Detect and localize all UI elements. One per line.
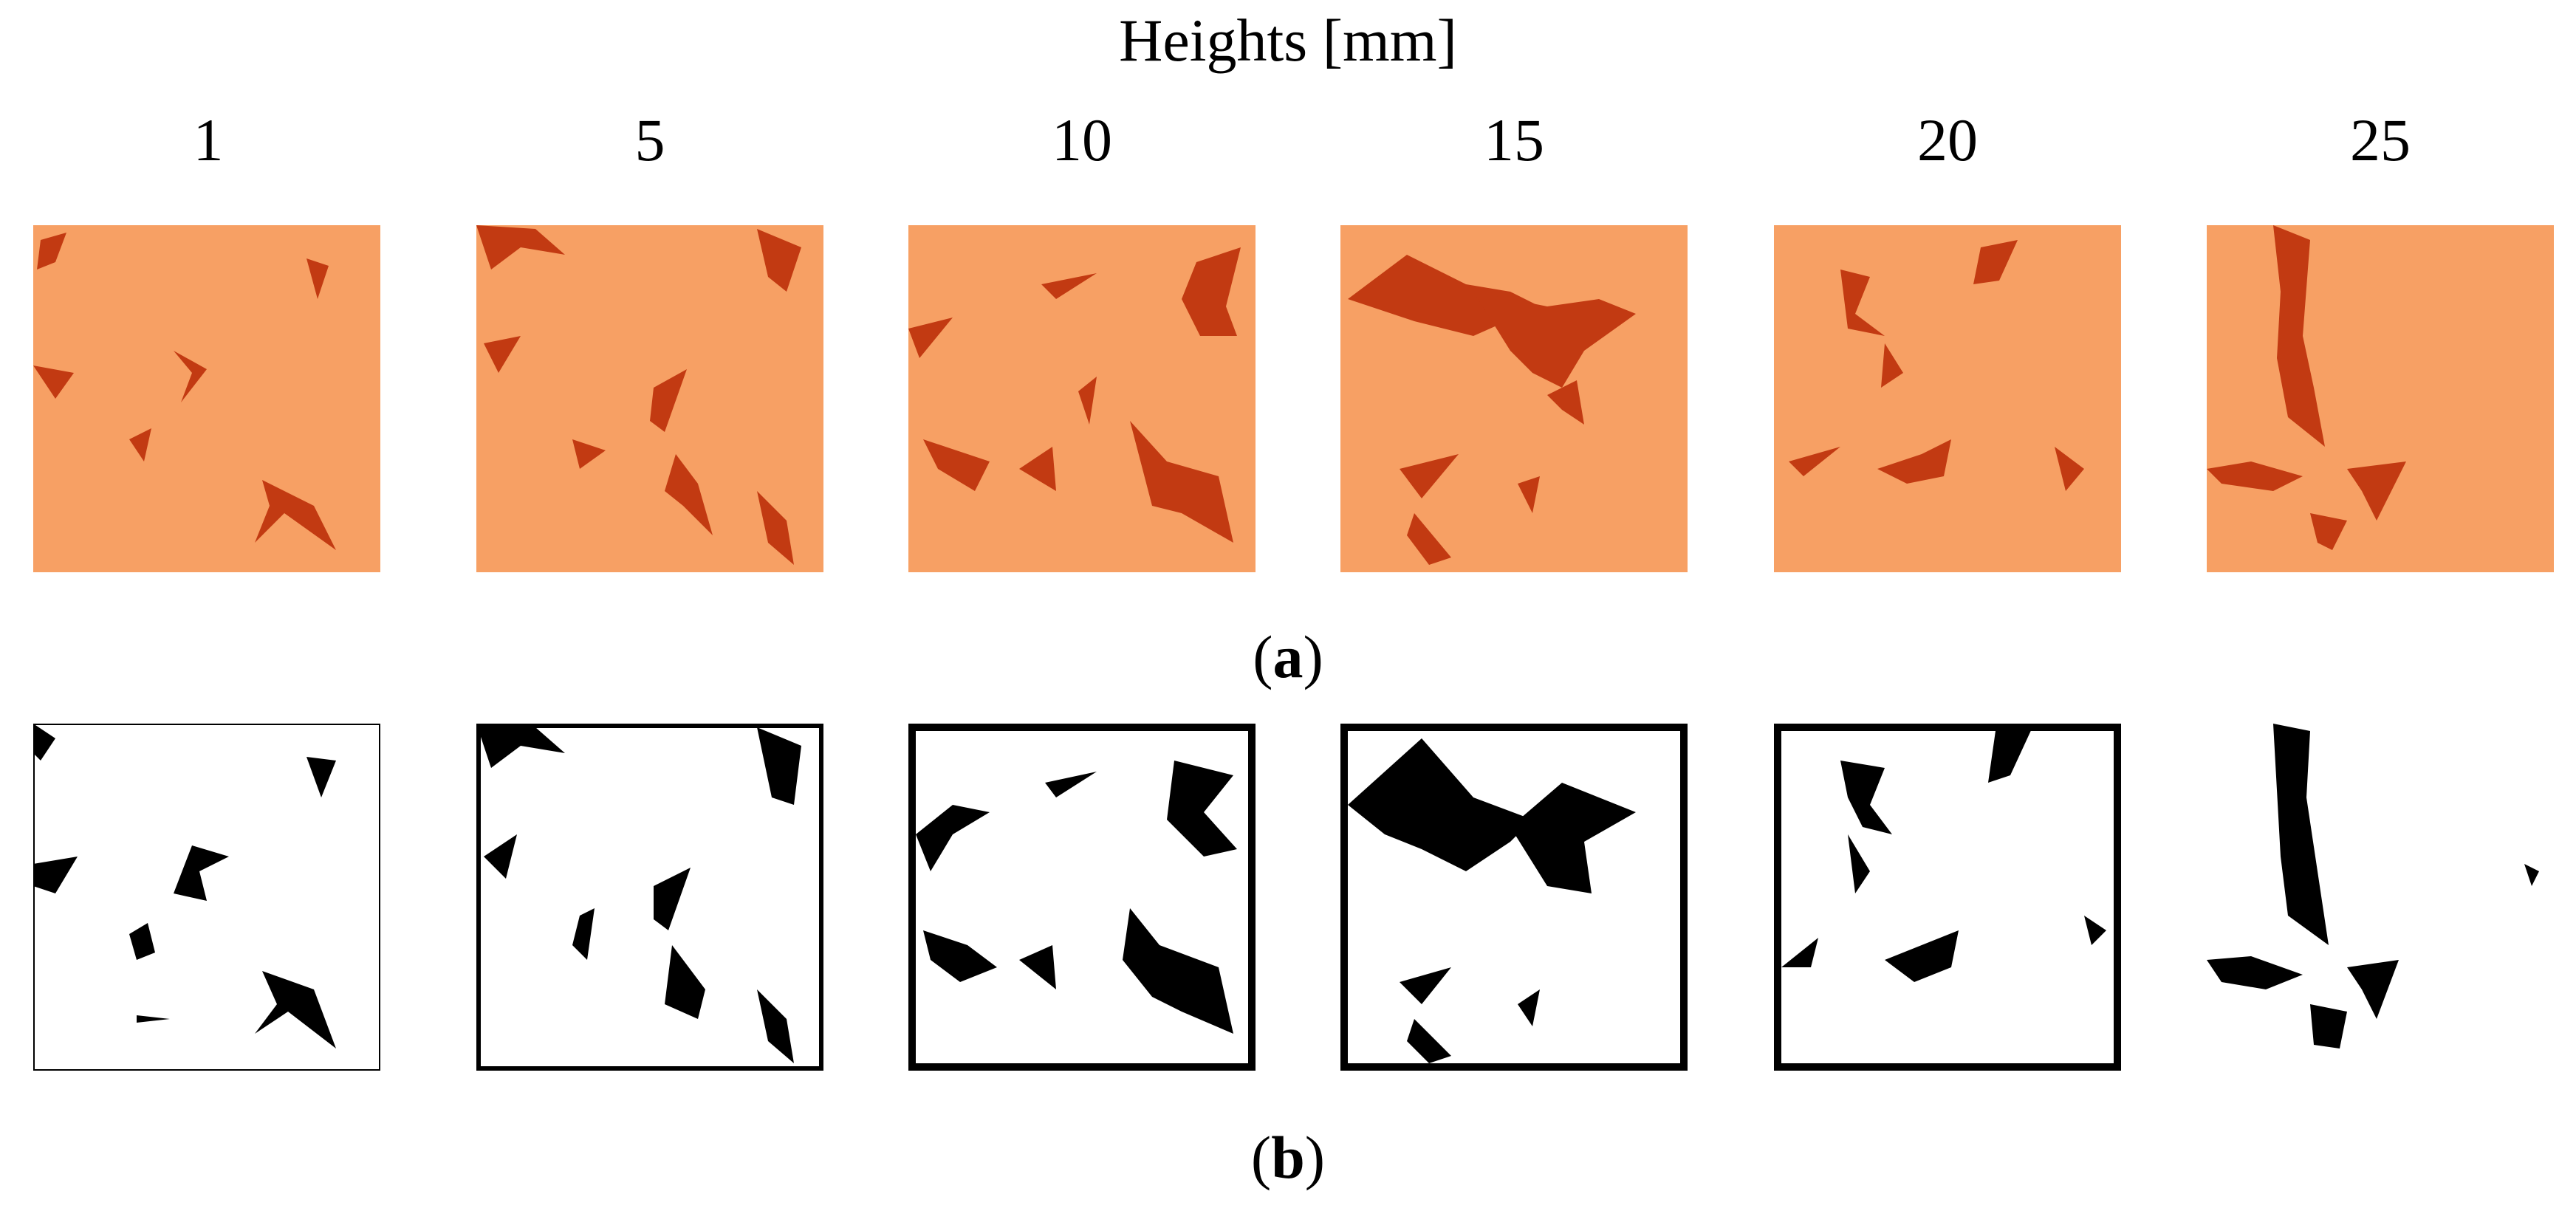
mask-height-25	[2207, 724, 2554, 1071]
photo-height-1	[33, 225, 380, 572]
height-label-20: 20	[1917, 106, 1978, 174]
mask-height-1	[33, 724, 380, 1071]
mask-height-20	[1774, 724, 2121, 1071]
mask-height-5	[476, 724, 823, 1071]
mask-height-10	[908, 724, 1256, 1071]
photo-height-20	[1774, 225, 2121, 572]
mask-height-15	[1340, 724, 1688, 1071]
row-b-label: (b)	[1250, 1124, 1326, 1191]
heights-axis-title: Heights [mm]	[1119, 7, 1457, 74]
row-a-label: (a)	[1253, 623, 1323, 690]
height-label-1: 1	[193, 106, 224, 174]
height-label-5: 5	[634, 106, 665, 174]
photo-height-5	[476, 225, 823, 572]
height-label-10: 10	[1052, 106, 1112, 174]
height-label-15: 15	[1484, 106, 1544, 174]
photo-height-10	[908, 225, 1256, 572]
height-label-25: 25	[2350, 106, 2411, 174]
photo-height-25	[2207, 225, 2554, 572]
photo-height-15	[1340, 225, 1688, 572]
